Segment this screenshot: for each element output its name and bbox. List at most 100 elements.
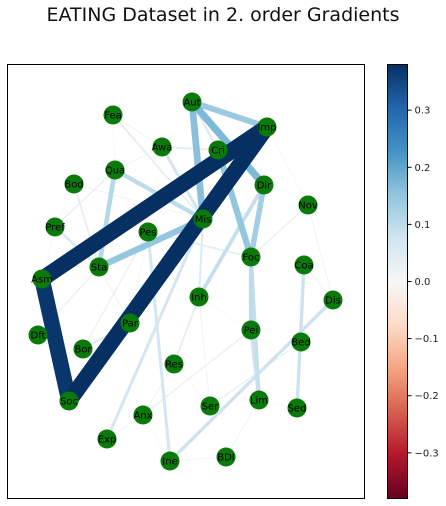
colorbar-tick-label: 0.2 — [415, 163, 431, 174]
node-label: Exp — [98, 435, 117, 446]
edge-fea-awa — [112, 114, 163, 148]
node-exp: Exp — [97, 429, 117, 449]
node-label: Sta — [91, 263, 107, 274]
node-label: Res — [165, 360, 183, 371]
edge-mis-exp — [105, 218, 205, 440]
node-circle — [208, 140, 228, 160]
node-label: Mis — [195, 215, 212, 226]
colorbar-tick-label: 0.0 — [415, 277, 431, 288]
node-label: Sed — [288, 404, 307, 415]
node-circle — [323, 290, 343, 310]
edge-imp-soc — [62, 122, 274, 406]
node-label: Lim — [250, 396, 268, 407]
node-foc: Foc — [241, 247, 261, 267]
edge-dis-ine — [168, 298, 335, 463]
node-label: Dft — [31, 331, 46, 342]
node-ine: Ine — [160, 451, 180, 471]
edge-qua-sta — [96, 169, 118, 268]
node-par: Par — [120, 313, 140, 333]
node-asm: Asm — [31, 269, 53, 289]
node-label: Pes — [139, 228, 156, 239]
node-label: Imp — [257, 123, 276, 134]
edge-imp-asm — [37, 120, 272, 286]
node-coa: Coa — [294, 255, 314, 275]
node-soc: Soc — [59, 391, 79, 411]
edge-dir-foc — [248, 184, 267, 258]
colorbar-tick-label: −0.1 — [415, 334, 439, 345]
edge-nov-dis — [307, 204, 334, 301]
node-circle — [291, 332, 311, 352]
plot-frame — [7, 64, 365, 499]
node-circle — [193, 209, 213, 229]
edge-inh-ser — [198, 296, 211, 407]
node-label: Fea — [104, 111, 122, 122]
colorbar: 0.3 0.2 0.1 0.0 −0.1 −0.2 −0.3 — [387, 64, 439, 499]
node-circle — [241, 247, 261, 267]
chart-title: EATING Dataset in 2. order Gradients — [46, 4, 400, 26]
colorbar-tick-label: −0.3 — [415, 448, 439, 459]
node-pes: Pes — [138, 222, 158, 242]
node-fea: Fea — [103, 105, 123, 125]
node-cri: Cri — [208, 140, 228, 160]
node-label: Bor — [74, 345, 92, 356]
edge-asm-soc — [34, 277, 77, 403]
node-circle — [249, 390, 269, 410]
node-awa: Awa — [152, 137, 173, 157]
node-label: Soc — [60, 397, 78, 408]
node-bod: Bod — [64, 174, 84, 194]
edge-res-inh — [173, 296, 200, 365]
edge-nov-foc — [250, 204, 309, 258]
node-circle — [45, 217, 65, 237]
node-circle — [89, 257, 109, 277]
node-circle — [164, 354, 184, 374]
node-circle — [287, 398, 307, 418]
node-label: Ser — [202, 402, 220, 413]
node-pei: Pei — [241, 320, 261, 340]
node-lim: Lim — [249, 390, 269, 410]
node-aut: Aut — [182, 92, 202, 112]
node-circle — [189, 287, 209, 307]
node-dir: Dir — [254, 175, 274, 195]
node-bed: Bed — [291, 332, 311, 352]
colorbar-gradient — [387, 64, 408, 499]
node-circle — [32, 269, 52, 289]
node-label: Par — [122, 319, 139, 330]
node-circle — [120, 313, 140, 333]
node-label: Ine — [162, 457, 177, 468]
node-bor: Bor — [73, 339, 93, 359]
node-label: Anx — [133, 411, 152, 422]
node-anx: Anx — [133, 405, 153, 425]
node-circle — [138, 222, 158, 242]
colorbar-tick-label: 0.1 — [415, 220, 431, 231]
edge-imp-nov — [266, 126, 309, 206]
edge-qua-pref — [54, 169, 116, 228]
edge-mis-inh — [197, 218, 205, 298]
edges-layer — [34, 99, 335, 463]
nodes-layer: Aut Fea Imp Awa Cri Qua Bod Dir Nov Mis Pref Pes Foc… — [28, 92, 343, 471]
node-circle — [160, 451, 180, 471]
node-label: Foc — [242, 253, 259, 264]
node-nov: Nov — [298, 195, 318, 215]
edge-aut-mis — [188, 101, 207, 220]
node-label: Nov — [298, 201, 318, 212]
node-label: Pei — [244, 326, 259, 337]
node-bdi: BDI — [216, 447, 236, 467]
node-circle — [73, 339, 93, 359]
node-label: Bed — [291, 338, 310, 349]
node-dis: Dis — [323, 290, 343, 310]
edge-fea-mis — [112, 114, 204, 220]
node-inh: Inh — [189, 287, 209, 307]
node-imp: Imp — [257, 117, 277, 137]
edge-cri-foc — [214, 149, 255, 258]
node-label: Qua — [105, 166, 125, 177]
node-label: Coa — [294, 261, 313, 272]
node-qua: Qua — [105, 160, 125, 180]
node-circle — [294, 255, 314, 275]
node-label: Asm — [31, 275, 53, 286]
node-sta: Sta — [89, 257, 109, 277]
node-label: Pref — [45, 223, 65, 234]
node-pref: Pref — [45, 217, 65, 237]
node-label: Awa — [152, 143, 173, 154]
node-label: Inh — [191, 293, 207, 304]
